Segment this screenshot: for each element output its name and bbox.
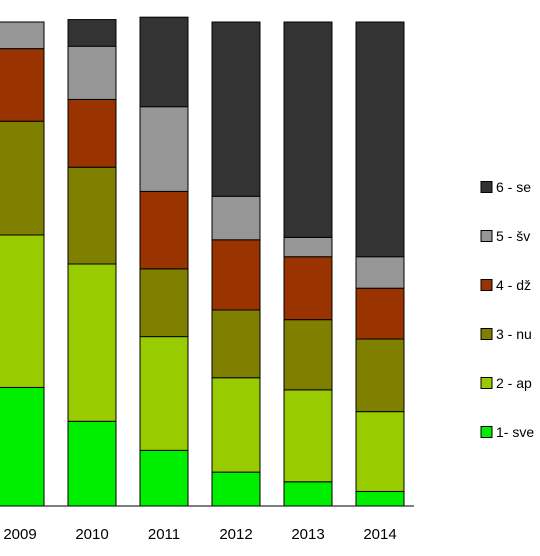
bar-segment-2009-series-3 [0,120,45,236]
legend-label-1: 1- sve [496,424,534,440]
bar-segment-2013-series-3 [283,319,333,391]
legend-swatch-3 [480,328,493,340]
bar-segment-2011-series-4 [139,190,189,270]
legend-label-3: 3 - nu [496,326,532,342]
x-tick-labels: 2009 2010 2011 2012 2013 2014 [3,526,396,543]
bar-segment-2013-series-2 [283,389,333,483]
bar-segment-2012-series-2 [211,377,261,473]
bar-segment-2012-series-3 [211,309,261,379]
legend-label-2: 2 - ap [496,375,532,391]
bar-segment-2012-series-4 [211,239,261,311]
bar-segment-2011-series-1 [139,449,189,507]
legend-swatch-1 [480,426,493,438]
legend: 6 - se 5 - šv 4 - dž 3 - nu 2 - ap 1- sve [480,179,534,440]
bar-segment-2012-series-5 [211,195,261,241]
legend-label-4: 4 - dž [496,277,531,293]
bar-segment-2009-series-4 [0,48,45,122]
bar-segment-2013-series-5 [283,236,333,258]
bar-segment-2011-series-3 [139,268,189,338]
bar-segment-2014-series-6 [355,21,405,258]
x-tick-label-2014: 2014 [363,526,396,543]
bar-segment-2010-series-3 [67,166,117,265]
legend-swatch-5 [480,230,493,242]
bar-segment-2014-series-5 [355,256,405,289]
bar-segment-2011-series-2 [139,336,189,451]
x-tick-label-2012: 2012 [219,526,252,543]
bar-segment-2011-series-5 [139,106,189,192]
bar-segment-2012-series-1 [211,471,261,507]
bars-layer [0,16,405,507]
x-tick-label-2009: 2009 [3,526,36,543]
bar-segment-2013-series-6 [283,21,333,238]
bar-segment-2011-series-6 [139,16,189,108]
bar-segment-2014-series-3 [355,338,405,413]
bar-segment-2010-series-5 [67,45,117,100]
legend-swatch-2 [480,377,493,389]
legend-swatch-6 [480,181,493,193]
bar-segment-2012-series-6 [211,21,261,197]
bar-segment-2014-series-2 [355,411,405,492]
bar-segment-2013-series-1 [283,481,333,507]
bar-segment-2013-series-4 [283,256,333,321]
bar-segment-2010-series-6 [67,19,117,47]
bar-segment-2014-series-4 [355,287,405,340]
bar-segment-2009-series-2 [0,234,45,388]
bar-segment-2009-series-1 [0,386,45,507]
bar-segment-2010-series-1 [67,420,117,507]
bar-segment-2014-series-1 [355,490,405,507]
x-tick-label-2010: 2010 [75,526,108,543]
bar-segment-2009-series-5 [0,21,45,50]
legend-swatch-4 [480,279,493,291]
x-tick-label-2013: 2013 [291,526,324,543]
x-tick-label-2011: 2011 [148,526,180,543]
bar-segment-2010-series-4 [67,98,117,168]
legend-label-6: 6 - se [496,179,531,195]
legend-label-5: 5 - šv [496,228,530,244]
bar-segment-2010-series-2 [67,263,117,422]
